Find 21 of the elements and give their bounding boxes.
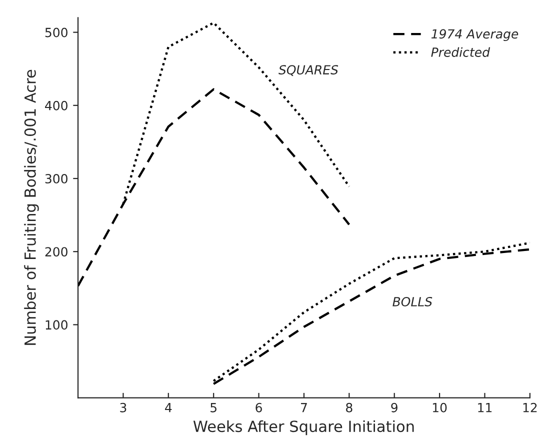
- x-axis-title: Weeks After Square Initiation: [193, 420, 414, 436]
- x-tick-label: 7: [301, 403, 307, 412]
- x-tick-label: 3: [120, 402, 126, 412]
- y-tick-label: 400: [45, 100, 68, 110]
- annotation: SQUARES: [278, 65, 338, 76]
- x-tick-label: 12: [523, 402, 537, 412]
- x-tick-label: 6: [256, 402, 262, 412]
- y-axis-title: Number of Fruiting Bodies/.001 Acre: [24, 70, 39, 345]
- x-tick-label: 10: [432, 402, 447, 412]
- y-tick-label: 500: [45, 28, 68, 38]
- x-tick-label: 8: [346, 402, 352, 412]
- y-tick-label: 100: [46, 320, 68, 330]
- y-tick-label: 200: [45, 247, 68, 257]
- y-tick-label: 300: [45, 174, 68, 184]
- legend-label: Predicted: [431, 47, 490, 57]
- x-tick-label: 11: [478, 403, 492, 412]
- x-tick-label: 4: [165, 403, 172, 412]
- legend-label: 1974 Average: [431, 29, 518, 42]
- x-tick-label: 9: [391, 402, 398, 412]
- x-tick-label: 5: [210, 403, 216, 412]
- annotation: BOLLS: [392, 296, 432, 306]
